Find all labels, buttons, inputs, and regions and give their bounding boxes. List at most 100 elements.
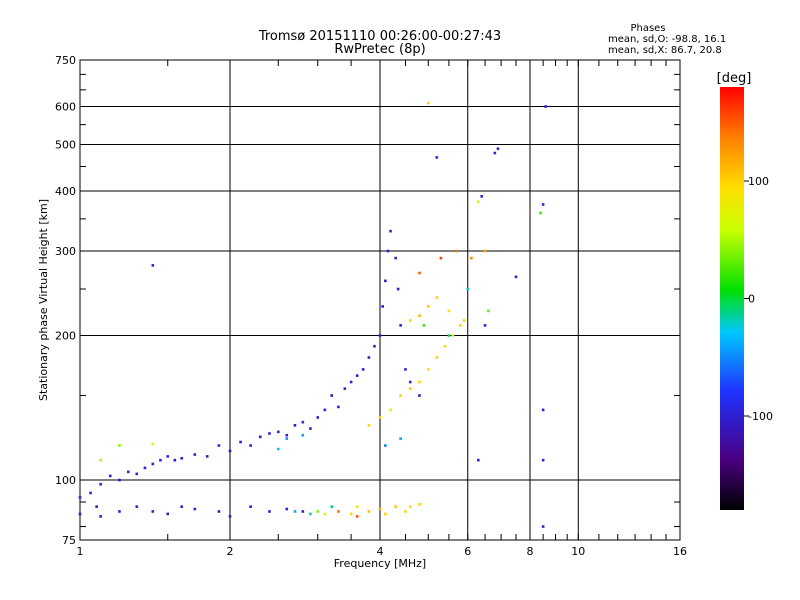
data-point (435, 296, 439, 299)
data-point (418, 503, 421, 506)
data-point (95, 505, 98, 508)
colorbar-title: [deg] (717, 71, 752, 86)
data-point (217, 510, 221, 513)
data-point (258, 435, 262, 439)
data-point (447, 334, 451, 337)
data-point (394, 505, 397, 508)
data-point (541, 408, 545, 412)
chart-subtitle: RwPretec (8p) (334, 42, 425, 57)
y-tick-label: 100 (55, 474, 76, 487)
data-point (118, 510, 121, 513)
data-point (462, 319, 466, 322)
data-point (151, 442, 155, 446)
data-point (381, 305, 384, 308)
data-point (483, 324, 487, 327)
data-point (399, 437, 402, 440)
data-point (389, 408, 392, 412)
data-point (404, 368, 407, 371)
data-point (447, 309, 451, 313)
data-point (180, 505, 184, 508)
data-point (418, 380, 421, 384)
data-point (384, 512, 387, 516)
y-tick-label: 500 (55, 139, 76, 152)
data-point (459, 324, 462, 327)
data-point (394, 256, 397, 260)
data-point (408, 505, 412, 508)
data-point (159, 458, 162, 462)
data-point (337, 510, 340, 513)
data-point (455, 249, 458, 253)
data-point (268, 510, 271, 513)
data-point (408, 319, 412, 322)
data-point (349, 380, 353, 384)
y-tick-label: 200 (55, 330, 76, 343)
data-point (541, 458, 545, 462)
data-point (309, 512, 312, 516)
data-point (378, 334, 382, 337)
data-point (378, 416, 382, 419)
data-point (316, 416, 320, 419)
y-tick-label: 75 (62, 534, 76, 547)
data-point (337, 405, 340, 409)
chart-title: Tromsø 20151110 00:26:00-00:27:43 (258, 29, 501, 44)
colorbar-tick-label: 0 (748, 293, 755, 306)
data-point (355, 374, 359, 377)
data-point (143, 466, 147, 470)
data-point (426, 368, 430, 371)
data-point (193, 507, 197, 511)
data-point (367, 424, 371, 427)
data-point (135, 472, 139, 476)
x-tick-label: 8 (527, 545, 534, 558)
data-point (483, 249, 487, 253)
data-point (151, 264, 155, 267)
data-point (435, 356, 439, 359)
data-point (285, 433, 289, 437)
colorbar (720, 87, 744, 510)
data-point (404, 510, 407, 513)
y-axis-label: Stationary phase Virtual Height [km] (37, 199, 50, 401)
data-point (477, 458, 480, 462)
stats-heading: Phases (630, 23, 665, 34)
data-point (99, 458, 102, 462)
data-point (355, 515, 359, 518)
data-point (418, 394, 421, 397)
data-point (544, 105, 547, 108)
data-point (78, 496, 82, 499)
data-point (349, 512, 353, 516)
x-tick-label: 4 (377, 545, 384, 558)
data-point (493, 151, 497, 155)
colorbar-tick-label: 100 (748, 175, 769, 188)
data-point (78, 512, 82, 516)
y-tick-label: 750 (55, 54, 76, 67)
data-point (228, 449, 232, 453)
data-points (78, 101, 547, 528)
data-point (180, 456, 184, 460)
data-point (541, 203, 545, 206)
data-point (466, 287, 470, 291)
stats-line-o: mean, sd,O: -98.8, 16.1 (608, 34, 726, 45)
data-point (285, 507, 289, 511)
stats-line-x: mean, sd,X: 86.7, 20.8 (608, 45, 722, 56)
data-point (408, 387, 412, 390)
data-point (301, 433, 305, 437)
x-tick-label: 1 (77, 545, 84, 558)
data-point (285, 437, 289, 440)
data-point (108, 474, 112, 478)
data-point (539, 211, 542, 215)
data-point (435, 156, 439, 159)
data-point (378, 507, 382, 511)
data-point (193, 453, 197, 456)
data-point (166, 512, 170, 516)
data-point (367, 510, 371, 513)
data-point (439, 256, 443, 260)
data-point (373, 344, 376, 348)
data-point (118, 444, 121, 447)
data-point (268, 432, 271, 435)
x-tick-label: 2 (227, 545, 234, 558)
data-point (249, 505, 252, 508)
data-point (343, 387, 347, 390)
data-point (276, 447, 280, 451)
data-point (323, 408, 327, 412)
data-point (323, 512, 327, 516)
